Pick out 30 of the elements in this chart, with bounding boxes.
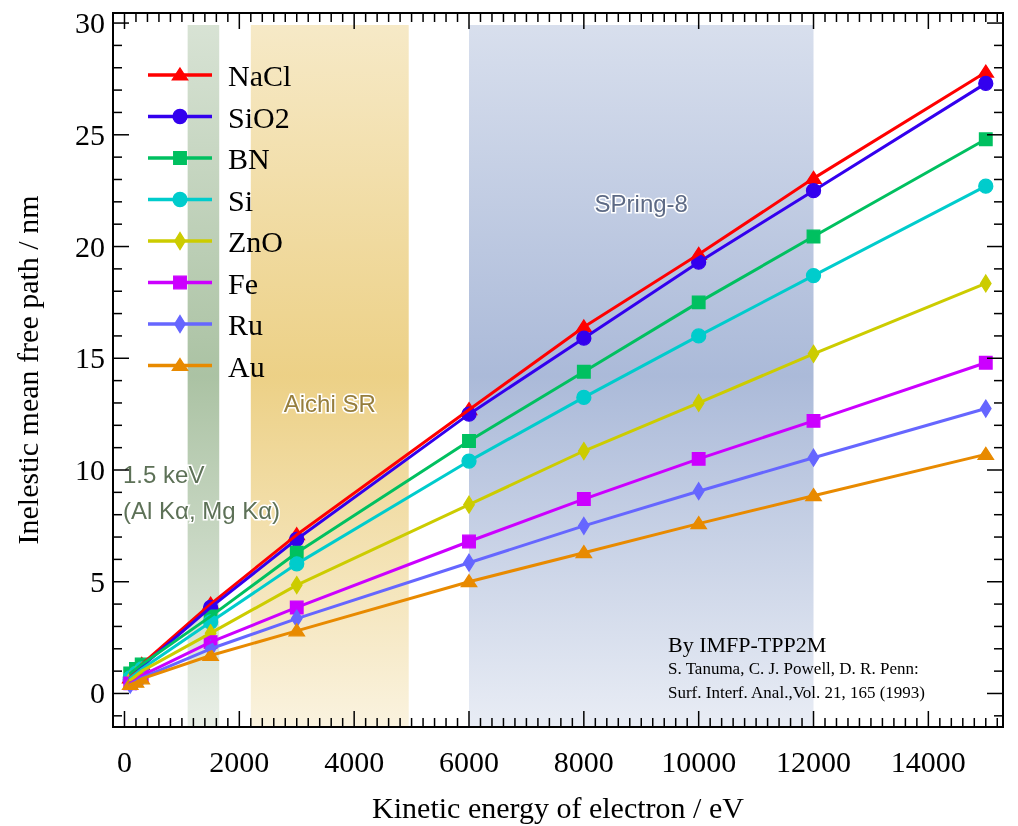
y-tick-label: 25 bbox=[75, 117, 105, 151]
x-tick-label: 12000 bbox=[776, 745, 852, 778]
y-tick-label: 0 bbox=[90, 676, 105, 710]
y-tick-label: 10 bbox=[75, 453, 105, 486]
legend-label: Ru bbox=[228, 308, 264, 341]
legend-label: Au bbox=[228, 349, 265, 383]
legend-label: BN bbox=[228, 142, 270, 175]
y-tick-label: 30 bbox=[75, 6, 105, 40]
band-label: Aichi SR bbox=[283, 390, 376, 417]
x-tick-label: 14000 bbox=[890, 745, 966, 778]
x-tick-label: 8000 bbox=[553, 745, 614, 778]
x-tick-label: 2000 bbox=[209, 745, 270, 778]
y-axis-title: Inelestic mean free path / nm bbox=[11, 195, 44, 545]
legend-label: ZnO bbox=[228, 225, 283, 258]
y-tick-label: 5 bbox=[90, 564, 105, 598]
y-tick-label: 15 bbox=[75, 341, 105, 375]
x-tick-label: 4000 bbox=[324, 745, 385, 778]
x-axis-title: Kinetic energy of electron / eV bbox=[372, 791, 745, 824]
legend-label: NaCl bbox=[228, 59, 292, 92]
band-label: SPring-8 bbox=[594, 190, 688, 217]
annotation: S. Tanuma, C. J. Powell, D. R. Penn: bbox=[668, 659, 919, 678]
annotation: Surf. Interf. Anal.,Vol. 21, 165 (1993) bbox=[668, 683, 926, 702]
x-tick-label: 10000 bbox=[661, 745, 737, 778]
y-tick-label: 20 bbox=[75, 229, 105, 263]
legend-label: SiO2 bbox=[228, 100, 290, 134]
legend-label: Si bbox=[228, 183, 254, 217]
annotation: By IMFP-TPP2M bbox=[668, 632, 827, 657]
x-tick-label: 6000 bbox=[439, 745, 499, 778]
x-tick-label: 0 bbox=[116, 745, 132, 778]
legend-label: Fe bbox=[228, 266, 258, 300]
